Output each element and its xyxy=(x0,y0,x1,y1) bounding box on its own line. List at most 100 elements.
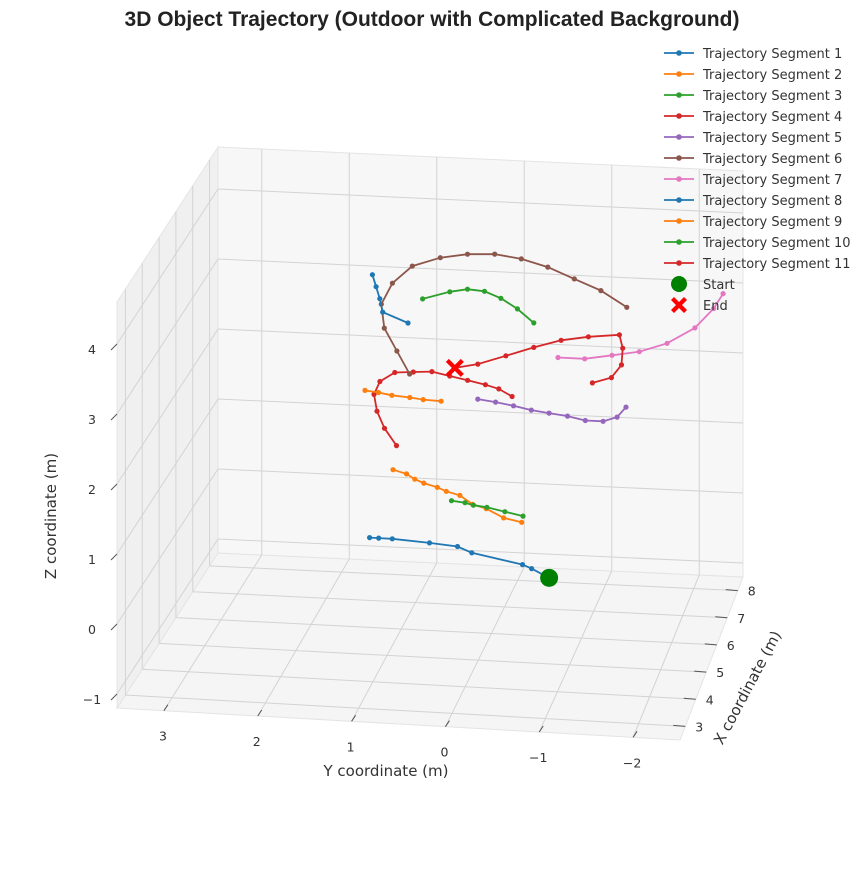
series-point xyxy=(412,476,418,482)
series-point xyxy=(501,515,507,521)
series-point xyxy=(389,392,395,398)
series-point xyxy=(377,296,383,302)
grid-line xyxy=(116,538,219,695)
series-point xyxy=(545,264,551,270)
series-line xyxy=(380,253,628,375)
legend-item: Trajectory Segment 9 xyxy=(664,215,842,230)
x-tick-label: 4 xyxy=(706,692,714,707)
series-point xyxy=(389,280,395,286)
series-point xyxy=(514,306,521,312)
series-point xyxy=(564,413,571,419)
series-point xyxy=(510,403,517,409)
grid-line xyxy=(175,617,717,646)
legend-end-marker xyxy=(671,297,687,313)
series-point xyxy=(503,353,509,359)
series-1 xyxy=(367,535,552,581)
series-point xyxy=(420,397,426,403)
series-point xyxy=(692,325,698,331)
legend-point xyxy=(676,134,682,140)
legend-point xyxy=(676,197,682,203)
y-tick-mark xyxy=(538,725,544,733)
series-point xyxy=(470,502,476,508)
series-point xyxy=(614,414,620,420)
series-point xyxy=(484,504,490,510)
x-tick-mark xyxy=(725,589,738,592)
legend-item: Trajectory Segment 5 xyxy=(664,131,842,146)
series-point xyxy=(403,471,410,477)
series-point xyxy=(457,492,463,498)
series-point xyxy=(589,380,596,386)
series-point xyxy=(609,352,615,358)
series-point xyxy=(616,332,623,338)
start-marker xyxy=(540,568,559,587)
series-point xyxy=(618,362,625,368)
series-5 xyxy=(475,396,629,424)
x-tick-mark xyxy=(715,616,728,619)
legend-label: Trajectory Segment 8 xyxy=(702,194,842,209)
grid-line xyxy=(116,188,219,345)
y-tick-mark xyxy=(445,720,450,727)
legend-label: Trajectory Segment 9 xyxy=(702,215,842,230)
x-tick-label: 8 xyxy=(748,584,756,599)
series-point xyxy=(405,320,411,326)
series-point xyxy=(374,408,380,414)
series-point xyxy=(502,509,508,515)
series-point xyxy=(598,288,604,294)
series-point xyxy=(377,378,383,385)
grid-line xyxy=(159,642,707,673)
y-tick-mark xyxy=(257,709,263,717)
z-tick-label: 2 xyxy=(88,482,96,497)
y-tick-label: 0 xyxy=(440,745,448,760)
series-9 xyxy=(362,387,444,404)
series-point xyxy=(498,295,504,301)
series-point xyxy=(475,396,481,402)
legend-label-end: End xyxy=(703,299,728,314)
series-point xyxy=(481,288,488,294)
series-point xyxy=(518,256,524,262)
x-tick-mark xyxy=(694,670,707,673)
chart-title: 3D Object Trajectory (Outdoor with Compl… xyxy=(125,8,740,31)
series-point xyxy=(434,484,440,490)
legend-item: Trajectory Segment 8 xyxy=(664,194,842,209)
grid-line xyxy=(116,468,219,625)
legend-point xyxy=(676,239,682,245)
y-tick-label: −1 xyxy=(529,750,547,765)
series-10 xyxy=(420,286,537,326)
y-tick-mark xyxy=(632,731,638,738)
legend-item: Trajectory Segment 10 xyxy=(664,236,851,251)
legend-point xyxy=(676,155,682,161)
series-4 xyxy=(371,369,515,449)
series-point xyxy=(531,344,537,350)
series-point xyxy=(373,284,379,290)
legend-point xyxy=(676,218,682,224)
legend-label: Trajectory Segment 3 xyxy=(702,89,842,104)
series-3 xyxy=(448,498,526,519)
series-point xyxy=(447,289,453,295)
series-point xyxy=(420,296,426,302)
grid-line xyxy=(444,566,525,727)
series-6 xyxy=(378,251,630,377)
series-point xyxy=(620,345,626,351)
legend-label: Trajectory Segment 10 xyxy=(702,236,851,251)
grid-line xyxy=(217,468,744,494)
legend-label: Trajectory Segment 4 xyxy=(702,110,842,125)
z-tick-mark xyxy=(110,623,118,631)
z-tick-label: 4 xyxy=(88,342,96,357)
z-tick-mark xyxy=(110,483,118,491)
series-point xyxy=(464,251,471,257)
series-point xyxy=(381,325,387,331)
series-point xyxy=(448,498,455,504)
series-point xyxy=(475,361,481,367)
z-tick-label: 1 xyxy=(88,552,96,567)
legend-label: Trajectory Segment 5 xyxy=(702,131,842,146)
legend-point xyxy=(676,260,682,266)
series-point xyxy=(407,371,413,377)
series-layer xyxy=(362,251,726,581)
series-line xyxy=(557,293,724,360)
series-point xyxy=(493,399,499,405)
legend-label: Trajectory Segment 6 xyxy=(702,152,842,167)
series-point xyxy=(462,500,468,506)
y-tick-mark xyxy=(163,704,169,711)
